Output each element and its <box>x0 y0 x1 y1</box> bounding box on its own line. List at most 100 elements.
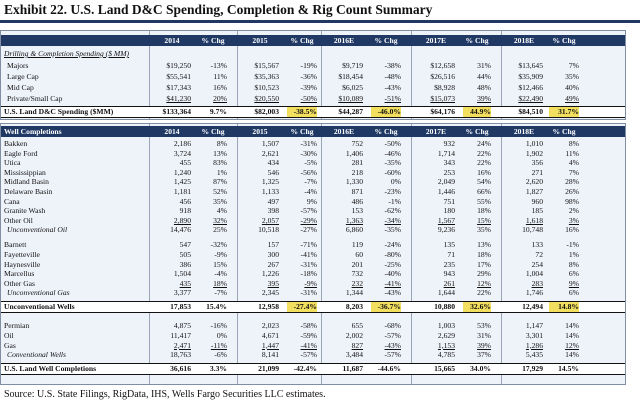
table-cell: -50% <box>384 139 401 148</box>
table-cell: 497 <box>267 196 279 206</box>
table-cell: 10,518 <box>258 225 279 235</box>
table-cell: 18,763 <box>170 350 191 360</box>
table-cell: $35,909 <box>518 72 543 81</box>
table-cell: -36.7% <box>371 302 401 313</box>
row-label: Other Oil <box>4 215 33 225</box>
table-cell: 157 <box>267 240 279 250</box>
table-cell: -4% <box>214 269 227 279</box>
table-cell: -38.5% <box>287 107 317 117</box>
table-cell: -9% <box>304 278 317 288</box>
table-cell: 6% <box>568 288 579 298</box>
table-cell: 2,629 <box>437 331 455 340</box>
table-cell: 24% <box>477 139 491 148</box>
table-cell: 0% <box>390 177 401 187</box>
table-cell: -29% <box>300 215 317 225</box>
table-cell: 4% <box>568 158 579 168</box>
column-divider <box>321 124 322 384</box>
table-cell: 29% <box>477 269 491 279</box>
table-cell: 960 <box>531 196 543 206</box>
table-cell: -60% <box>384 167 401 177</box>
spending-section-label: Drilling & Completion Spending ($ MM) <box>1 48 625 59</box>
table-cell: -57% <box>384 331 401 340</box>
table-cell: 55% <box>477 196 491 206</box>
table-cell: 37% <box>477 350 491 360</box>
table-cell: % Chg <box>290 36 314 45</box>
table-cell: 119 <box>351 240 363 250</box>
table-cell: 918 <box>179 206 191 216</box>
table-cell: -38% <box>384 61 401 70</box>
table-cell: -43% <box>384 83 401 92</box>
table-cell: 14.8% <box>549 302 579 313</box>
table-cell: 1,286 <box>525 340 543 350</box>
table-cell: 218 <box>351 167 363 177</box>
table-cell: 35% <box>213 196 227 206</box>
table-cell: 1,133 <box>261 187 279 196</box>
table-cell: 2016E <box>333 36 355 45</box>
row-label: Gas <box>4 340 16 350</box>
table-cell: 32% <box>213 215 227 225</box>
table-cell: % Chg <box>290 127 314 136</box>
table-cell: 18% <box>213 278 227 288</box>
table-row: Eagle Ford 3,724 13% 2,621 -30% 1,406 -46% 1,71… <box>1 148 625 159</box>
table-cell: 235 <box>443 259 455 269</box>
table-cell: $84,510 <box>518 107 543 116</box>
oil-subtotal-row: Unconventional Oil 14,476 25% 10,518 -27% 6,8… <box>1 224 625 235</box>
table-cell: 8,141 <box>261 350 279 360</box>
table-cell: -46.0% <box>371 107 401 117</box>
table-cell: -41% <box>300 340 317 350</box>
table-cell: 10,880 <box>434 302 455 312</box>
table-cell: % Chg <box>201 127 225 136</box>
table-cell: -31% <box>300 139 317 148</box>
table-cell: 435 <box>179 278 191 288</box>
table-cell: 185 <box>531 206 543 216</box>
table-cell: 4,785 <box>437 350 455 360</box>
table-cell: 1,567 <box>437 215 455 225</box>
table-row: Cana 456 35% 497 9% 486 -1% 751 55% 960 98% <box>1 196 625 207</box>
table-cell: 26% <box>565 187 579 196</box>
table-cell: 31% <box>477 61 491 70</box>
table-cell: 1% <box>216 167 227 177</box>
completions-table: Well Completions 2014 % Chg 2015 % Chg 2016E%… <box>0 123 626 385</box>
table-cell: 932 <box>443 139 455 148</box>
table-cell: 83% <box>213 158 227 168</box>
table-cell: 5,435 <box>525 350 543 360</box>
table-cell: -68% <box>384 321 401 331</box>
table-cell: 49% <box>565 94 579 103</box>
table-cell: 1% <box>568 250 579 259</box>
table-cell: 35% <box>565 72 579 81</box>
table-cell: 1,363 <box>345 215 363 225</box>
table-cell: 1,325 <box>261 177 279 187</box>
table-cell: % Chg <box>552 127 576 136</box>
table-cell: -31% <box>300 288 317 298</box>
table-cell: $15,073 <box>430 94 455 103</box>
row-label: Mississippian <box>4 167 46 177</box>
table-cell: 1,507 <box>261 139 279 148</box>
gas-subtotal-row: Unconventional Gas 3,377 -7% 2,345 -31% 1,344… <box>1 287 625 298</box>
table-cell: % Chg <box>465 127 489 136</box>
table-cell: $8,928 <box>434 83 455 92</box>
table-cell: 36,616 <box>170 364 191 374</box>
table-cell: $17,343 <box>166 83 191 92</box>
table-cell: 0% <box>216 331 227 340</box>
table-cell: 356 <box>531 158 543 168</box>
table-cell: -23% <box>384 187 401 196</box>
table-cell: 12,958 <box>258 302 279 312</box>
table-cell: 1,004 <box>525 269 543 279</box>
table-cell: 16% <box>565 225 579 235</box>
row-label: Bakken <box>4 139 28 148</box>
table-cell: 6,860 <box>345 225 363 235</box>
table-cell: 2,186 <box>173 139 191 148</box>
table-cell: $10,089 <box>338 94 363 103</box>
table-cell: 2,023 <box>261 321 279 331</box>
title-rule <box>0 20 640 23</box>
table-cell: -18% <box>300 269 317 279</box>
table-row: Barnett 547 -32% 157 -71% 119 -24% 135 13% 133 -1% <box>1 239 625 250</box>
table-cell: % Chg <box>465 36 489 45</box>
table-cell: 343 <box>443 158 455 168</box>
spending-total-row: U.S. Land D&C Spending ($MM) $133,364 9.7%… <box>1 106 625 118</box>
table-cell: -11% <box>210 340 227 350</box>
row-label: Haynesville <box>4 259 41 269</box>
table-cell: 87% <box>213 177 227 187</box>
table-cell: -80% <box>384 250 401 259</box>
table-cell: -13% <box>210 61 227 70</box>
